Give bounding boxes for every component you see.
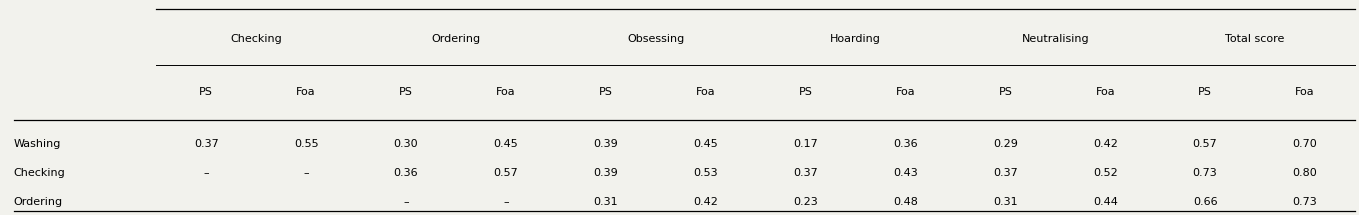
Text: 0.48: 0.48 [893,197,917,207]
Text: 0.43: 0.43 [893,168,917,178]
Text: 0.30: 0.30 [394,139,419,149]
Text: 0.80: 0.80 [1292,168,1317,178]
Text: 0.31: 0.31 [594,197,618,207]
Text: 0.45: 0.45 [493,139,518,149]
Text: PS: PS [599,88,613,97]
Text: Obsessing: Obsessing [626,34,685,44]
Text: Neutralising: Neutralising [1022,34,1089,44]
Text: Washing: Washing [14,139,61,149]
Text: Foa: Foa [1295,88,1314,97]
Text: 0.37: 0.37 [194,139,219,149]
Text: Checking: Checking [230,34,283,44]
Text: Foa: Foa [296,88,315,97]
Text: 0.31: 0.31 [993,197,1018,207]
Text: PS: PS [999,88,1012,97]
Text: –: – [204,168,209,178]
Text: Foa: Foa [696,88,715,97]
Text: 0.73: 0.73 [1292,197,1317,207]
Text: Hoarding: Hoarding [830,34,881,44]
Text: 0.53: 0.53 [693,168,718,178]
Text: PS: PS [799,88,813,97]
Text: 0.73: 0.73 [1193,168,1218,178]
Text: 0.70: 0.70 [1292,139,1317,149]
Text: Foa: Foa [496,88,515,97]
Text: 0.42: 0.42 [693,197,718,207]
Text: PS: PS [400,88,413,97]
Text: PS: PS [1199,88,1212,97]
Text: Foa: Foa [1095,88,1114,97]
Text: 0.29: 0.29 [993,139,1018,149]
Text: 0.44: 0.44 [1093,197,1117,207]
Text: Foa: Foa [896,88,915,97]
Text: 0.55: 0.55 [294,139,318,149]
Text: 0.57: 0.57 [1193,139,1218,149]
Text: 0.66: 0.66 [1193,197,1218,207]
Text: Checking: Checking [14,168,65,178]
Text: 0.45: 0.45 [693,139,718,149]
Text: 0.52: 0.52 [1093,168,1117,178]
Text: Ordering: Ordering [431,34,481,44]
Text: 0.36: 0.36 [893,139,917,149]
Text: 0.17: 0.17 [794,139,818,149]
Text: PS: PS [200,88,213,97]
Text: 0.42: 0.42 [1093,139,1117,149]
Text: 0.39: 0.39 [594,168,618,178]
Text: 0.37: 0.37 [794,168,818,178]
Text: 0.37: 0.37 [993,168,1018,178]
Text: Total score: Total score [1226,34,1284,44]
Text: –: – [404,197,409,207]
Text: Ordering: Ordering [14,197,63,207]
Text: 0.23: 0.23 [794,197,818,207]
Text: –: – [303,168,308,178]
Text: –: – [503,197,508,207]
Text: 0.57: 0.57 [493,168,518,178]
Text: 0.39: 0.39 [594,139,618,149]
Text: 0.36: 0.36 [394,168,419,178]
